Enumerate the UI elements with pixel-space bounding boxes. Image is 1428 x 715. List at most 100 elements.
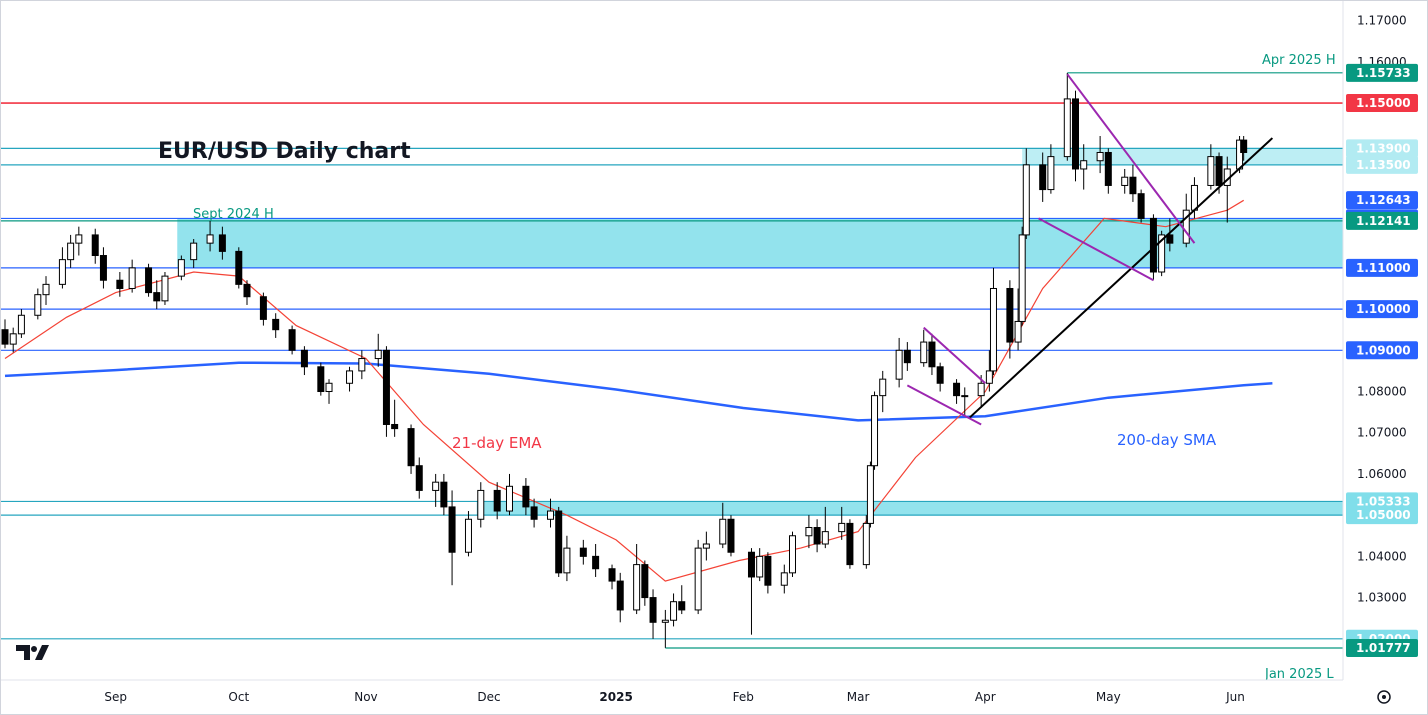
candle-body-0 bbox=[1, 329, 9, 345]
candle-body-85 bbox=[1014, 320, 1022, 343]
y-tick-label-2: 1.08000 bbox=[1357, 385, 1407, 399]
candle-body-10 bbox=[116, 279, 124, 289]
candle-body-22 bbox=[272, 318, 280, 331]
level-badge-label-11: 1.05000 bbox=[1356, 508, 1411, 522]
level-badge-label-10: 1.05333 bbox=[1356, 494, 1411, 508]
candle-body-79 bbox=[953, 382, 961, 397]
level-badge-label-3: 1.13500 bbox=[1356, 158, 1411, 172]
candle-body-26 bbox=[325, 382, 333, 393]
candle-body-28 bbox=[358, 358, 366, 372]
candle-body-95 bbox=[1121, 176, 1129, 186]
x-tick-label-7: Apr bbox=[975, 690, 996, 704]
candle-body-73 bbox=[879, 378, 887, 397]
candle-body-96 bbox=[1129, 176, 1137, 195]
candle-body-47 bbox=[592, 555, 600, 570]
level-badge-8 bbox=[1346, 300, 1418, 319]
candle-body-63 bbox=[780, 572, 788, 586]
anno-ema-label: 21-day EMA bbox=[452, 434, 542, 452]
candle-body-64 bbox=[788, 535, 796, 574]
settings-gear-icon[interactable] bbox=[1377, 690, 1391, 704]
x-tick-label-0: Sep bbox=[104, 690, 127, 704]
candle-body-77 bbox=[928, 341, 936, 368]
candle-body-18 bbox=[218, 234, 226, 252]
level-badge-label-9: 1.09000 bbox=[1356, 343, 1411, 357]
candle-body-41 bbox=[522, 485, 530, 508]
candle-body-86 bbox=[1018, 234, 1026, 322]
candle-body-55 bbox=[678, 601, 686, 611]
candle-body-45 bbox=[563, 547, 571, 574]
candle-body-33 bbox=[415, 465, 423, 491]
level-badge-3 bbox=[1346, 155, 1418, 174]
candle-body-92 bbox=[1080, 160, 1088, 170]
candle-body-42 bbox=[530, 506, 538, 520]
candle-body-21 bbox=[259, 296, 267, 320]
x-tick-label-8: May bbox=[1096, 690, 1121, 704]
flag-lower-line-2 bbox=[1038, 217, 1154, 282]
candle-body-50 bbox=[633, 564, 641, 611]
candle-body-103 bbox=[1207, 156, 1215, 186]
trendline-support bbox=[968, 137, 1274, 420]
x-axis-background bbox=[0, 680, 1343, 715]
candle-body-66 bbox=[813, 527, 821, 545]
level-badge-2 bbox=[1346, 139, 1418, 158]
candle-body-5 bbox=[58, 259, 66, 285]
candle-body-84 bbox=[1006, 287, 1014, 343]
candle-body-6 bbox=[67, 242, 75, 261]
candle-body-32 bbox=[407, 428, 415, 467]
y-tick-label-0: 1.17000 bbox=[1357, 14, 1407, 28]
level-badge-9 bbox=[1346, 341, 1418, 360]
candle-body-72 bbox=[871, 395, 879, 467]
y-tick-label-6: 1.03000 bbox=[1357, 591, 1407, 605]
candle-body-93 bbox=[1096, 151, 1104, 162]
candle-body-35 bbox=[440, 481, 448, 508]
candle-body-51 bbox=[641, 564, 649, 599]
level-badge-10 bbox=[1346, 492, 1418, 511]
candle-body-30 bbox=[382, 349, 390, 425]
candle-body-15 bbox=[177, 259, 185, 277]
candle-body-74 bbox=[895, 349, 903, 380]
tradingview-logo-left bbox=[16, 645, 30, 660]
level-badge-7 bbox=[1346, 258, 1418, 277]
candle-body-100 bbox=[1166, 234, 1174, 244]
x-tick-label-4: 2025 bbox=[599, 690, 632, 704]
candle-body-81 bbox=[977, 382, 985, 397]
candle-body-24 bbox=[300, 349, 308, 368]
candle-body-65 bbox=[805, 527, 813, 537]
candle-body-1 bbox=[9, 333, 17, 345]
candle-body-76 bbox=[920, 341, 928, 364]
candle-body-69 bbox=[846, 522, 854, 566]
candle-body-89 bbox=[1047, 156, 1055, 191]
x-tick-label-6: Mar bbox=[847, 690, 870, 704]
anno-apr-2025-high: Apr 2025 H bbox=[1262, 53, 1336, 68]
candle-body-13 bbox=[153, 292, 161, 302]
candle-body-57 bbox=[702, 543, 710, 549]
level-badge-11 bbox=[1346, 506, 1418, 525]
candle-body-107 bbox=[1240, 139, 1248, 153]
candle-body-70 bbox=[862, 522, 870, 566]
flag-upper-line-1 bbox=[923, 326, 986, 385]
candle-body-52 bbox=[649, 597, 657, 623]
candle-body-94 bbox=[1104, 151, 1112, 186]
candle-body-12 bbox=[145, 267, 153, 294]
candle-body-17 bbox=[206, 234, 214, 244]
candle-body-44 bbox=[555, 510, 563, 574]
candle-body-53 bbox=[661, 619, 669, 623]
candle-body-34 bbox=[432, 481, 440, 491]
anno-sept-2024-high: Sept 2024 H bbox=[193, 207, 274, 222]
level-badge-1 bbox=[1346, 94, 1418, 113]
level-badge-0 bbox=[1346, 63, 1418, 82]
candle-body-31 bbox=[391, 423, 399, 430]
y-tick-label-4: 1.06000 bbox=[1357, 467, 1407, 481]
y-tick-label-5: 1.04000 bbox=[1357, 549, 1407, 563]
candle-body-36 bbox=[448, 506, 456, 553]
candle-body-102 bbox=[1190, 184, 1198, 211]
candle-body-56 bbox=[694, 547, 702, 611]
candle-body-97 bbox=[1137, 193, 1145, 219]
candle-body-27 bbox=[346, 370, 354, 384]
candle-body-75 bbox=[903, 349, 911, 364]
candle-body-87 bbox=[1022, 164, 1030, 236]
candle-body-58 bbox=[719, 518, 727, 545]
